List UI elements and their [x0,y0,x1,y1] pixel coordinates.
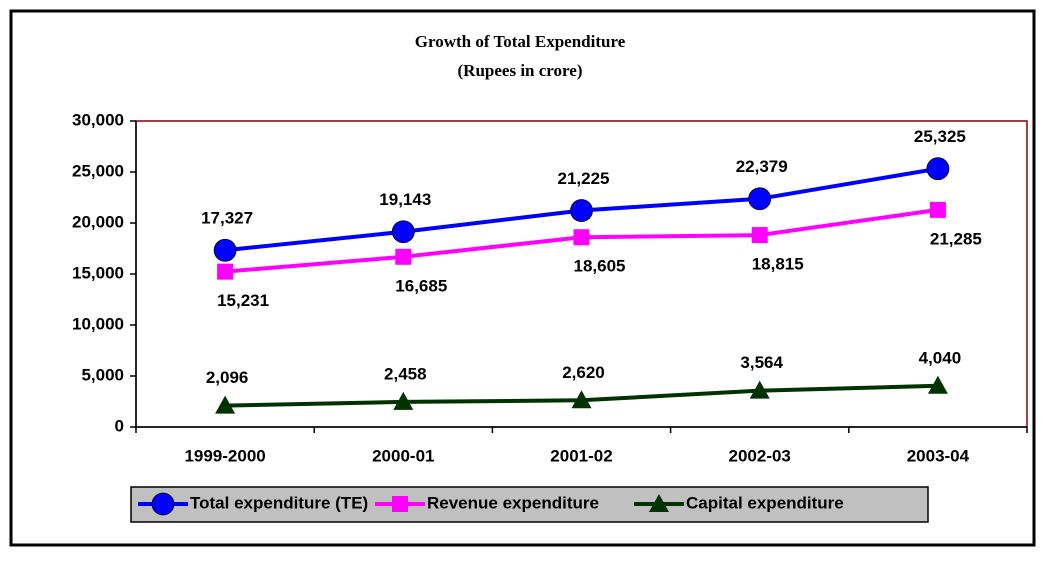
data-point [570,199,593,222]
legend-label: Total expenditure (TE) [190,493,368,512]
data-point [573,229,590,246]
data-point [393,391,414,410]
data-label: 2,096 [206,368,249,387]
y-tick-label: 15,000 [72,263,124,282]
data-point [749,380,770,399]
y-tick-label: 20,000 [72,212,124,231]
data-label: 2,458 [384,364,427,383]
legend-label: Capital expenditure [686,493,844,512]
legend-marker [151,492,175,516]
data-point [926,157,950,181]
legend-label: Revenue expenditure [427,493,599,512]
data-point [213,238,237,262]
plot-area [135,120,1028,428]
data-label: 4,040 [919,348,962,367]
legend-box [130,486,929,523]
x-tick-label: 2003-04 [907,446,970,465]
data-label: 17,327 [201,209,253,228]
data-point [571,390,592,409]
x-tick-label: 2002-03 [729,446,791,465]
y-tick-label: 0 [115,416,124,435]
data-point [748,187,772,211]
data-point [217,263,234,280]
legend-marker [392,496,408,512]
y-tick-label: 30,000 [72,110,124,129]
data-label: 25,325 [914,127,966,146]
chart-subtitle: (Rupees in crore) [458,61,583,80]
data-label: 22,379 [736,157,788,176]
data-point [927,375,948,394]
data-point [215,395,236,414]
legend-marker [649,494,669,512]
x-tick-label: 2001-02 [550,446,612,465]
data-label: 18,815 [752,255,804,274]
data-label: 18,605 [574,257,626,276]
data-label: 3,564 [740,353,783,372]
data-label: 16,685 [395,276,447,295]
data-label: 21,225 [558,169,610,188]
data-label: 15,231 [217,291,269,310]
data-label: 19,143 [379,190,431,209]
y-tick-label: 10,000 [72,314,124,333]
data-point [395,248,412,265]
data-point [391,220,415,244]
data-label: 21,285 [930,229,982,248]
data-label: 2,620 [562,363,605,382]
y-tick-label: 5,000 [81,365,124,384]
y-tick-label: 25,000 [72,161,124,180]
data-point [751,227,768,244]
chart-title: Growth of Total Expenditure [415,32,626,51]
data-point [929,201,946,218]
x-tick-label: 2000-01 [372,446,434,465]
x-tick-label: 1999-2000 [184,446,265,465]
